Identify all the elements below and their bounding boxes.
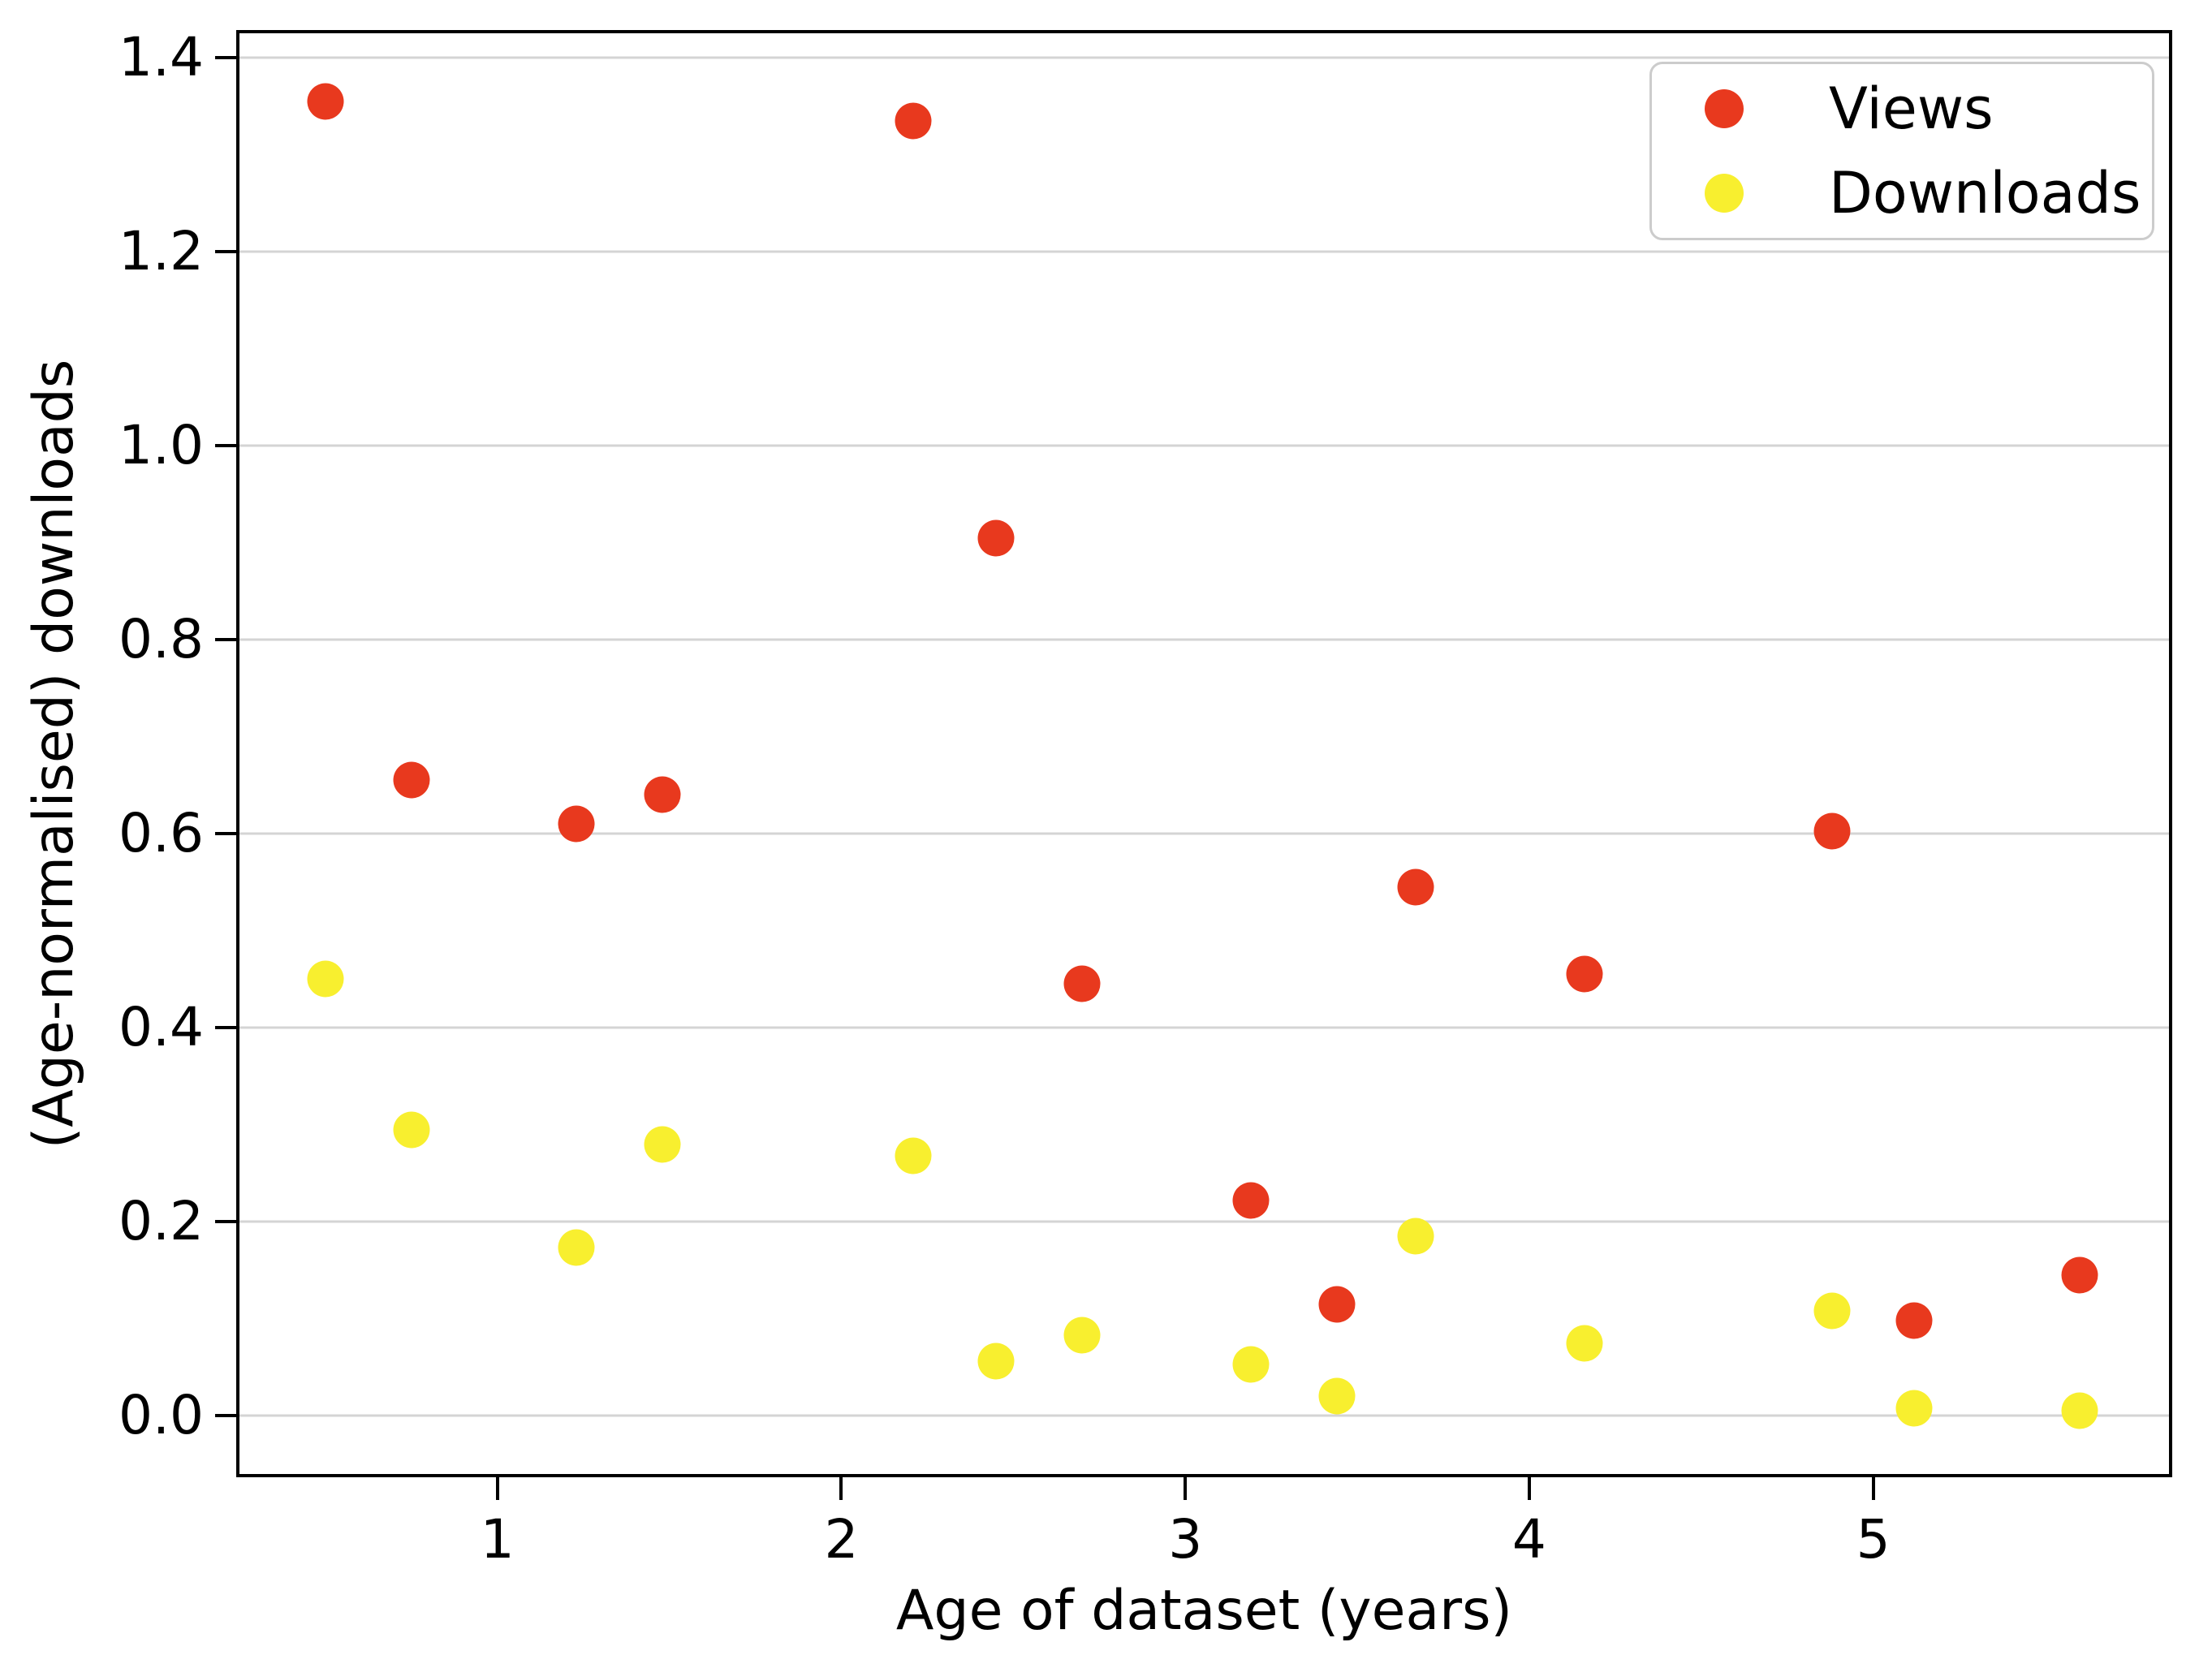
legend-item-views: Views <box>1652 77 2152 140</box>
scatter-point-downloads <box>1813 1292 1851 1330</box>
scatter-point-views <box>644 776 681 813</box>
y-tick-mark <box>215 1026 236 1030</box>
scatter-point-views <box>1813 812 1851 850</box>
gridline <box>239 1220 2169 1223</box>
scatter-point-views <box>1566 955 1603 993</box>
scatter-point-views <box>2061 1256 2098 1294</box>
scatter-point-downloads <box>1397 1218 1434 1255</box>
y-tick-mark <box>215 638 236 642</box>
x-tick-label: 5 <box>1856 1508 1891 1571</box>
y-axis-label: (Age-normalised) downloads <box>22 359 86 1149</box>
views-marker-icon <box>1705 89 1744 128</box>
scatter-point-views <box>1063 965 1101 1002</box>
y-tick-label: 0.2 <box>119 1190 204 1253</box>
scatter-point-downloads <box>307 960 344 998</box>
x-tick-mark <box>1184 1477 1188 1500</box>
y-tick-mark <box>215 55 236 59</box>
y-tick-mark <box>215 1220 236 1224</box>
legend-item-downloads: Downloads <box>1652 162 2152 225</box>
y-tick-label: 0.4 <box>119 996 204 1059</box>
x-tick-label: 3 <box>1168 1508 1203 1571</box>
gridline <box>239 444 2169 447</box>
plot-area: Views Downloads Age of dataset (years) (… <box>22 30 2172 1639</box>
gridline <box>239 56 2169 59</box>
scatter-point-views <box>895 102 932 140</box>
y-tick-label: 1.4 <box>119 25 204 88</box>
x-tick-label: 4 <box>1511 1508 1546 1571</box>
x-tick-label: 1 <box>480 1508 515 1571</box>
y-tick-label: 0.0 <box>119 1384 204 1447</box>
scatter-point-downloads <box>1063 1317 1101 1354</box>
gridline <box>239 832 2169 835</box>
scatter-point-downloads <box>644 1126 681 1163</box>
gridline <box>239 1026 2169 1029</box>
x-axis-label: Age of dataset (years) <box>895 1579 1513 1643</box>
y-tick-mark <box>215 249 236 253</box>
x-tick-mark <box>1871 1477 1875 1500</box>
x-tick-mark <box>495 1477 499 1500</box>
scatter-point-views <box>393 761 430 799</box>
scatter-point-downloads <box>1566 1325 1603 1362</box>
legend-label-downloads: Downloads <box>1829 160 2141 226</box>
scatter-point-downloads <box>558 1229 595 1266</box>
legend: Views Downloads <box>1649 62 2154 240</box>
scatter-point-views <box>1232 1182 1270 1219</box>
x-tick-mark <box>1527 1477 1531 1500</box>
y-tick-label: 1.0 <box>119 413 204 476</box>
scatter-point-downloads <box>977 1343 1015 1380</box>
downloads-marker-icon <box>1705 174 1744 213</box>
x-tick-mark <box>839 1477 843 1500</box>
scatter-point-downloads <box>1232 1346 1270 1383</box>
gridline <box>239 1414 2169 1417</box>
y-tick-label: 0.8 <box>119 608 204 671</box>
scatter-point-views <box>977 519 1015 557</box>
scatter-point-downloads <box>1895 1390 1933 1427</box>
y-tick-label: 0.6 <box>119 802 204 865</box>
y-tick-mark <box>215 1414 236 1418</box>
scatter-point-views <box>558 805 595 843</box>
scatter-point-views <box>307 83 344 120</box>
scatter-point-downloads <box>895 1137 932 1174</box>
scatter-point-downloads <box>2061 1392 2098 1429</box>
scatter-point-views <box>1895 1302 1933 1339</box>
y-tick-label: 1.2 <box>119 219 204 282</box>
scatter-point-downloads <box>1318 1377 1356 1415</box>
gridline <box>239 638 2169 641</box>
legend-label-views: Views <box>1829 75 1994 142</box>
scatter-point-views <box>1397 868 1434 906</box>
y-tick-mark <box>215 832 236 836</box>
scatter-point-downloads <box>393 1111 430 1149</box>
scatter-point-views <box>1318 1286 1356 1323</box>
y-tick-mark <box>215 443 236 447</box>
gridline <box>239 250 2169 253</box>
x-tick-label: 2 <box>824 1508 859 1571</box>
